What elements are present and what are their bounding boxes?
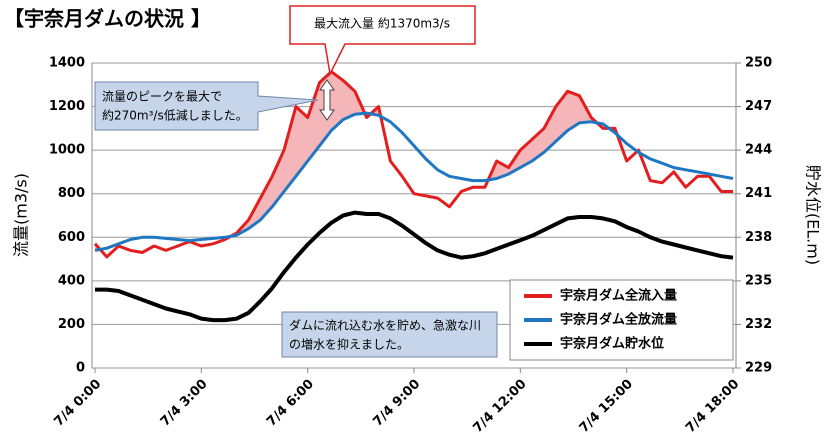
x-tick-label: 7/4 15:00 <box>577 377 636 436</box>
y-tick-label: 800 <box>58 186 85 201</box>
legend-label: 宇奈月ダム全流入量 <box>560 288 677 304</box>
y-tick-label: 1200 <box>49 99 85 114</box>
y2-tick-label: 241 <box>745 186 772 201</box>
x-tick-label: 7/4 18:00 <box>683 377 742 436</box>
x-tick-label: 7/4 0:00 <box>51 377 104 430</box>
y-tick-label: 400 <box>58 273 85 288</box>
callout-box <box>289 5 476 77</box>
series-line <box>93 70 733 259</box>
callout-box <box>94 81 319 131</box>
annotation: ダムに流れ込む水を貯め、急激な川 <box>289 318 481 333</box>
y-tick-label: 0 <box>76 361 85 376</box>
annotation: の増水を抑えました。 <box>289 337 409 352</box>
y2-tick-label: 235 <box>745 273 772 288</box>
x-tick-label: 7/4 12:00 <box>470 377 529 436</box>
y-tick-label: 200 <box>58 317 85 332</box>
series-line <box>95 210 734 323</box>
y2-tick-label: 250 <box>745 56 772 71</box>
x-tick-label: 7/4 6:00 <box>264 377 317 430</box>
note-box <box>281 311 498 358</box>
y2-tick-label: 229 <box>745 361 772 376</box>
y2-axis-label: 貯水位(EL.m) <box>804 165 823 265</box>
chart-title: 【宇奈月ダムの状況 】 <box>4 7 211 31</box>
annotation: 流量のピークを最大で <box>102 90 222 104</box>
y2-tick-label: 232 <box>745 317 772 332</box>
y-tick-label: 1000 <box>49 143 85 158</box>
x-tick-label: 7/4 3:00 <box>158 377 211 430</box>
x-tick-label: 7/4 9:00 <box>370 377 423 430</box>
legend-label: 宇奈月ダム全放流量 <box>560 312 677 328</box>
y2-tick-label: 247 <box>745 99 772 114</box>
y-axis-label: 流量(m3/s) <box>12 173 31 257</box>
y-tick-label: 1400 <box>49 56 85 71</box>
legend-label: 宇奈月ダム貯水位 <box>560 336 664 352</box>
series-line <box>94 111 734 252</box>
y2-tick-label: 244 <box>745 143 772 158</box>
y2-tick-label: 238 <box>745 230 772 245</box>
annotation: 最大流入量 約1370m3/s <box>314 16 450 31</box>
reduction-arrow <box>319 79 335 121</box>
annotation: 約270m³/s低減しました。 <box>102 108 248 123</box>
y-tick-label: 600 <box>58 230 85 245</box>
